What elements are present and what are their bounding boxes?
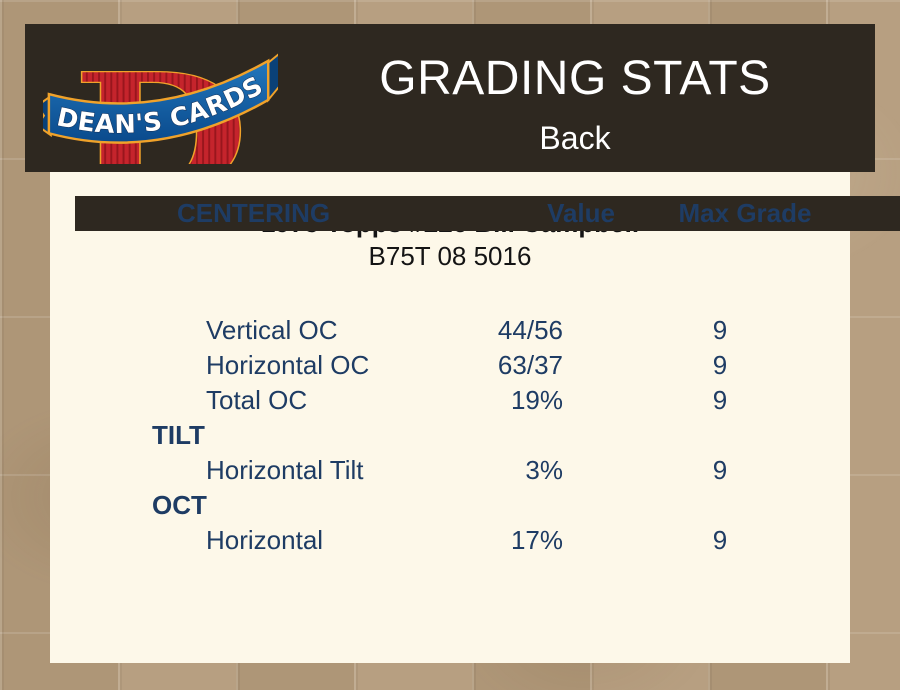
table-row: OCT — [50, 488, 850, 523]
row-value: 63/37 — [497, 350, 563, 380]
deans-cards-logo-icon: D DEAN'S CARDS — [43, 38, 278, 164]
row-value: 19% — [510, 385, 563, 415]
row-label: TILT — [152, 420, 205, 450]
stats-panel: 1975 Topps #226 Bill Campbell B75T 08 50… — [50, 172, 900, 663]
table-row: Vertical OC 44/56 9 — [50, 313, 850, 348]
row-value — [462, 488, 590, 523]
row-label: Horizontal — [206, 525, 324, 555]
table-row: Total OC 19% 9 — [50, 383, 850, 418]
row-value: 44/56 — [497, 315, 563, 345]
row-value: 3% — [525, 455, 563, 485]
header-text-block: GRADING STATS Back — [275, 24, 875, 172]
table-row: CENTERING Value Max Grade — [75, 196, 900, 231]
row-label: Horizontal Tilt — [206, 455, 364, 485]
row-value: Value — [547, 198, 615, 228]
deans-cards-logo: D DEAN'S CARDS — [25, 24, 278, 172]
row-max-grade: 9 — [712, 315, 728, 345]
row-max-grade: 9 — [712, 385, 728, 415]
row-max-grade: 9 — [712, 525, 728, 555]
row-value — [462, 418, 590, 453]
grading-table: CENTERING Value Max Grade Vertical OC 44/56 9… — [50, 196, 900, 558]
page-title: GRADING STATS — [379, 52, 771, 105]
row-max-grade: Max Grade — [678, 198, 812, 228]
row-max-grade: 9 — [712, 350, 728, 380]
row-max-grade: 9 — [712, 455, 728, 485]
row-value: 17% — [510, 525, 563, 555]
card-serial-number: B75T 08 5016 — [368, 241, 532, 271]
row-max-grade — [590, 418, 850, 453]
row-label: Total OC — [206, 385, 308, 415]
row-max-grade — [590, 488, 850, 523]
row-label: Horizontal OC — [206, 350, 370, 380]
table-row: Horizontal 17% 9 — [50, 523, 850, 558]
header-bar: D DEAN'S CARDS GRADING STATS Back — [25, 24, 875, 172]
row-label: OCT — [152, 490, 207, 520]
table-row: TILT — [50, 418, 850, 453]
card-side-label: Back — [539, 120, 611, 156]
table-row: Horizontal Tilt 3% 9 — [50, 453, 850, 488]
table-row: Horizontal OC 63/37 9 — [50, 348, 850, 383]
row-label: Vertical OC — [206, 315, 338, 345]
row-label: CENTERING — [177, 198, 331, 228]
